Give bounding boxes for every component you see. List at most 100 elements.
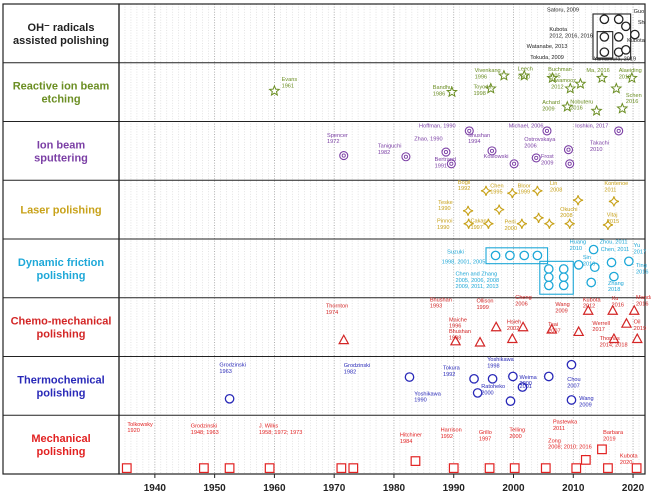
- event-annotation: Telling: [509, 428, 525, 434]
- event-marker-star: [610, 82, 623, 94]
- event-marker-triangle: [631, 332, 643, 344]
- x-tick-label: 2000: [502, 483, 525, 494]
- group-box: [485, 247, 549, 265]
- event-marker-triangle: [546, 323, 558, 334]
- event-annotation: Pinnoi: [437, 219, 453, 225]
- event-annotation: 1920: [127, 428, 139, 434]
- event-marker-star: [561, 100, 574, 112]
- event-annotation: Grodzinski: [344, 363, 370, 369]
- event-annotation: 2015: [607, 219, 619, 225]
- event-annotation: J. Wilks: [259, 424, 278, 430]
- event-marker-star: [625, 71, 638, 84]
- event-annotation: Suzuki: [447, 250, 464, 256]
- event-marker-star: [445, 85, 458, 98]
- event-marker-target: [487, 146, 497, 156]
- event-annotation: 2019: [634, 326, 646, 332]
- event-annotation: Tsai: [548, 322, 558, 328]
- event-annotation: 1990: [414, 398, 426, 404]
- event-annotation: Hoffman, 1990: [419, 123, 456, 129]
- event-annotation: 2011: [553, 426, 565, 432]
- event-marker-circle: [508, 371, 518, 382]
- x-tick-label: 1950: [204, 483, 227, 494]
- event-annotation: Nwamooz: [551, 78, 576, 84]
- event-marker-target-inner: [534, 155, 539, 160]
- event-annotation: 1998, 2001, 2005: [442, 260, 486, 266]
- x-tick-label: 1990: [443, 483, 466, 494]
- event-marker-target: [441, 147, 451, 157]
- event-marker-circle: [543, 371, 554, 382]
- group-box: [596, 31, 614, 59]
- event-annotation: 2000: [518, 75, 530, 81]
- event-annotation: 2006: [524, 143, 536, 149]
- event-marker-star: [546, 71, 559, 84]
- event-marker-star: [616, 102, 629, 114]
- event-annotation: Ting: [636, 263, 647, 269]
- event-annotation: Yu: [634, 243, 641, 249]
- event-annotation: Maiche: [449, 317, 467, 323]
- event-annotation: 2016: [612, 303, 624, 309]
- event-marker-circle: [543, 264, 554, 274]
- event-annotation: Thomas: [600, 336, 620, 342]
- event-annotation: 1992: [441, 434, 453, 440]
- event-marker-target-inner: [403, 154, 408, 159]
- event-annotation: Pastewka: [553, 419, 578, 425]
- event-annotation: Chen and Zhang: [456, 271, 498, 277]
- event-marker-triangle: [607, 304, 619, 315]
- event-marker-circle: [472, 388, 483, 398]
- event-marker-target: [401, 152, 411, 162]
- event-annotation: 2009: [555, 308, 567, 314]
- event-annotation: Oil: [634, 320, 641, 326]
- event-annotation: Grillo: [479, 430, 492, 436]
- event-marker-target-inner: [566, 147, 571, 152]
- event-annotation: Shi: [638, 20, 646, 26]
- event-annotation: Takachi: [590, 140, 609, 146]
- event-annotation: 1995: [490, 190, 502, 196]
- event-annotation: Zhang: [608, 281, 624, 287]
- event-marker-diamond: [480, 185, 492, 196]
- event-annotation: Kubota: [583, 297, 602, 303]
- event-annotation: 2005, 2006, 2008: [456, 278, 500, 284]
- row-6: ThermochemicalpolishingGrodzinski1963Gro…: [3, 356, 645, 408]
- event-marker-diamond: [532, 185, 543, 196]
- event-marker-target: [339, 151, 349, 161]
- event-marker-triangle: [628, 304, 640, 315]
- row-3: Laser polishingBogil1992Teske1990Chen199…: [3, 179, 645, 232]
- event-annotation: 2009: [579, 402, 591, 408]
- event-marker-target: [464, 126, 474, 136]
- event-marker-circle: [224, 393, 235, 404]
- event-marker-target-inner: [567, 161, 572, 166]
- event-annotation: Bandhu: [433, 85, 452, 91]
- event-annotation: 2011: [604, 187, 616, 193]
- event-annotation: 2007: [567, 384, 579, 390]
- event-marker-target-inner: [449, 161, 454, 166]
- event-marker-target: [509, 159, 519, 169]
- event-annotation: Leech: [518, 66, 533, 72]
- event-annotation: Bertrand: [435, 157, 456, 163]
- event-annotation: 2002: [507, 326, 519, 332]
- event-marker-circle: [566, 359, 577, 370]
- event-annotation: Tokura: [443, 365, 461, 371]
- event-annotation: 2016: [619, 75, 631, 81]
- event-annotation: 1990: [438, 206, 450, 212]
- event-marker-circle: [404, 372, 415, 382]
- event-annotation: 1982: [344, 369, 356, 375]
- event-marker-circle: [613, 32, 624, 42]
- event-marker-circle: [469, 373, 479, 384]
- event-marker-triangle: [608, 332, 620, 344]
- event-marker-circle: [566, 395, 577, 405]
- event-annotation: 1992: [443, 372, 455, 378]
- event-marker-target: [446, 159, 456, 169]
- event-annotation: Yamamura, 2019: [594, 56, 637, 62]
- event-annotation: Yoshikawa: [414, 391, 441, 397]
- event-marker-star: [268, 84, 281, 97]
- event-annotation: Tokuda, 2009: [530, 55, 564, 61]
- event-marker-circle: [621, 44, 631, 55]
- row-label-line: Mechanical: [31, 433, 90, 445]
- event-annotation: 1982: [378, 150, 390, 156]
- event-marker-circle: [613, 14, 624, 25]
- event-annotation: Hitchiner: [400, 432, 422, 438]
- event-annotation: Xu: [612, 296, 619, 302]
- event-annotation: 1998: [487, 364, 499, 370]
